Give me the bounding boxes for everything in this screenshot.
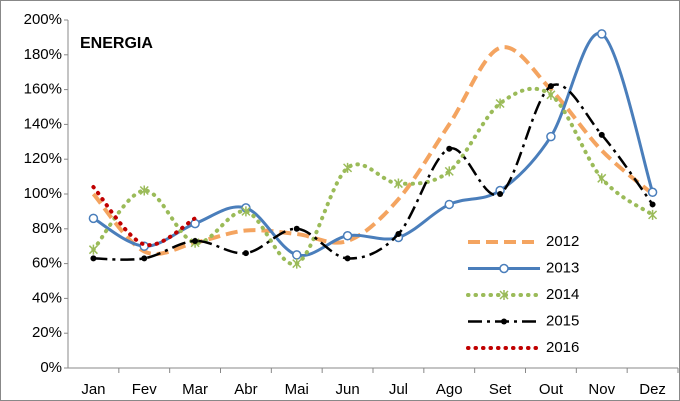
marker [292,250,302,260]
marker [293,225,300,232]
x-tick-label: Nov [588,381,615,398]
marker [501,318,507,325]
y-tick-label: 40% [32,289,62,306]
x-tick-label: Set [489,381,512,398]
marker [88,244,98,255]
y-tick-label: 140% [24,115,62,132]
legend-label: 2016 [546,339,579,356]
marker [344,255,351,262]
x-tick-label: Out [539,381,564,398]
marker [292,258,302,269]
y-tick-label: 60% [32,255,62,272]
y-tick-label: 80% [32,220,62,237]
x-tick-label: Mar [182,381,208,398]
legend-label: 2012 [546,233,579,250]
marker [648,209,658,220]
marker [190,218,200,229]
x-tick-label: Jun [335,381,359,398]
marker [139,185,149,196]
legend-label: 2014 [546,286,579,303]
x-tick-label: Abr [234,381,257,398]
marker [446,145,453,152]
marker [88,213,99,224]
marker [192,237,199,244]
marker [547,83,554,90]
x-tick-label: Fev [132,381,158,398]
marker [141,255,148,262]
y-tick-label: 180% [24,46,62,63]
marker [497,191,504,197]
marker [499,290,509,300]
marker [649,201,656,208]
legend-label: 2015 [546,312,579,329]
x-tick-label: Jul [389,381,408,398]
marker [342,231,353,241]
marker [393,178,403,189]
marker [242,250,249,257]
series-line [91,86,655,266]
marker [597,173,607,184]
marker [444,166,454,177]
marker [241,206,251,217]
marker [647,187,658,198]
marker [495,98,505,109]
x-tick-label: Dez [639,381,666,398]
series-line [91,185,198,248]
legend-label: 2013 [546,259,579,276]
y-tick-label: 20% [32,324,62,341]
x-tick-label: Mai [285,381,309,398]
y-tick-label: 100% [24,185,62,202]
marker [444,199,454,210]
y-tick-label: 0% [40,359,62,376]
marker [597,29,607,39]
marker [343,162,353,173]
marker [395,231,402,238]
marker [546,89,556,100]
y-tick-label: 120% [24,150,62,167]
marker [598,131,605,138]
marker [499,263,509,274]
marker [90,255,97,262]
series-line [93,83,654,261]
y-tick-label: 160% [24,81,62,98]
y-tick-label: 200% [24,11,62,28]
x-tick-label: Ago [436,381,463,398]
marker [546,131,556,142]
chart-title: ENERGIA [80,35,153,52]
x-tick-label: Jan [81,381,105,398]
